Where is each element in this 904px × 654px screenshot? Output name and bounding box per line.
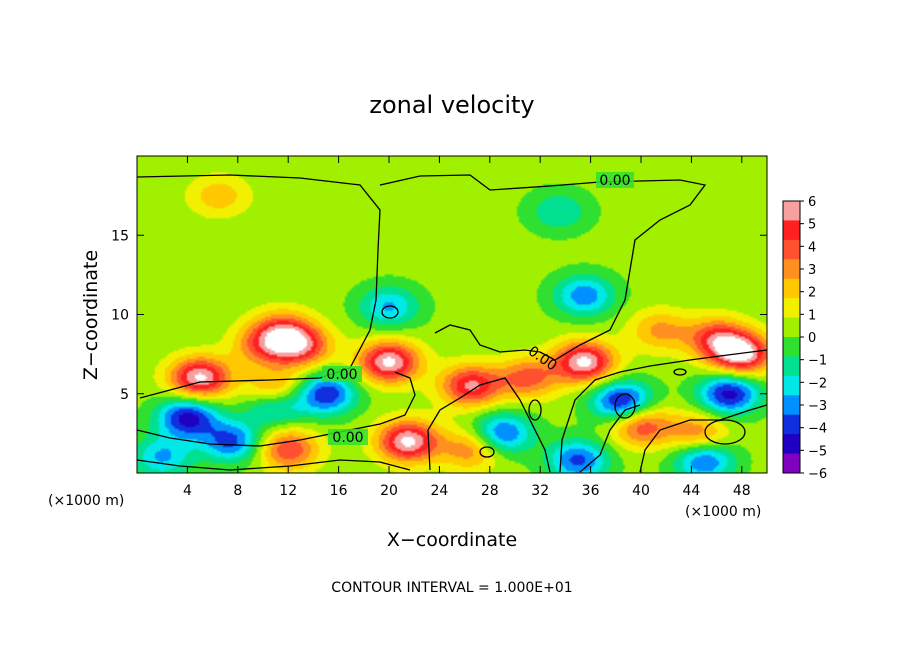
contour-ring-5 [704,419,746,445]
x-tick-label: 40 [632,483,650,499]
colorbar: 6 5 4 3 2 1 0 −1 −2 −3 −4 −5 −6 [782,195,827,482]
velocity-heatmap [137,156,767,473]
colorbar-label: −6 [808,467,827,482]
x-tick-label: 36 [582,483,600,499]
colorbar-label: −5 [808,444,827,459]
x-axis-ticks: 4 8 12 16 20 24 28 32 36 40 44 48 [183,156,751,499]
x-tick-label: 20 [380,483,398,499]
x-tick-label: 32 [531,483,549,499]
x-tick-label: 12 [279,483,297,499]
x-tick-label: 44 [682,483,700,499]
x-axis-label: X−coordinate [387,529,517,551]
colorbar-label: −3 [808,399,827,414]
colorbar-swatch [783,259,800,280]
chart-title: zonal velocity [369,91,534,119]
y-axis-label: Z−coordinate [80,250,102,380]
y-tick-label: 10 [111,308,129,324]
y-axis-unit: (×1000 m) [48,493,124,509]
x-axis-unit: (×1000 m) [685,504,761,520]
contour-ring-1 [381,305,399,319]
x-tick-label: 24 [430,483,448,499]
contour-label-3: 0.00 [332,430,363,446]
colorbar-label: −2 [808,376,827,391]
colorbar-swatch [783,278,800,299]
colorbar-label: 0 [808,331,816,346]
contour-ring-6 [614,393,636,419]
colorbar-label: 3 [808,263,816,278]
colorbar-label: 1 [808,308,816,323]
colorbar-swatch [783,298,800,319]
colorbar-swatch [783,375,800,396]
x-tick-label: 4 [183,483,192,499]
x-tick-label: 8 [233,483,242,499]
colorbar-label: 6 [808,195,816,210]
x-tick-label: 16 [330,483,348,499]
x-tick-label: 28 [481,483,499,499]
colorbar-label: −1 [808,354,827,369]
colorbar-swatch [783,239,800,260]
plot-area: 0.00 0.00 0.00 0.00 4 8 12 16 20 24 28 32 36 40 44… [111,155,768,499]
colorbar-swatch [783,201,800,221]
colorbar-swatch [783,453,800,474]
contour-lines [137,174,767,473]
contour-label-1: 0.00 [599,173,630,189]
contour-line-upper [137,174,707,399]
contour-line-right [559,349,767,473]
colorbar-swatch [783,356,800,377]
colorbar-swatch [783,434,800,455]
colorbar-swatch [783,414,800,435]
y-tick-label: 15 [111,228,129,244]
contour-ring-4 [673,368,687,376]
colorbar-label: 4 [808,240,816,255]
contour-interval-note: CONTOUR INTERVAL = 1.000E+01 [331,580,572,596]
x-tick-label: 48 [733,483,751,499]
colorbar-swatch [783,337,800,357]
colorbar-label: 5 [808,218,816,233]
colorbar-label: −4 [808,422,827,437]
contour-ring-3 [479,446,495,458]
colorbar-swatch [783,220,800,241]
contour-ring-2 [528,399,542,421]
contour-labels: 0.00 0.00 0.00 0.00 [322,172,634,446]
colorbar-label: 2 [808,286,816,301]
y-tick-label: 5 [120,387,129,403]
contour-label-2: 0.00 [326,367,357,383]
colorbar-swatch [783,395,800,416]
y-axis-ticks: 5 10 15 [111,228,767,403]
colorbar-swatch [783,317,800,338]
